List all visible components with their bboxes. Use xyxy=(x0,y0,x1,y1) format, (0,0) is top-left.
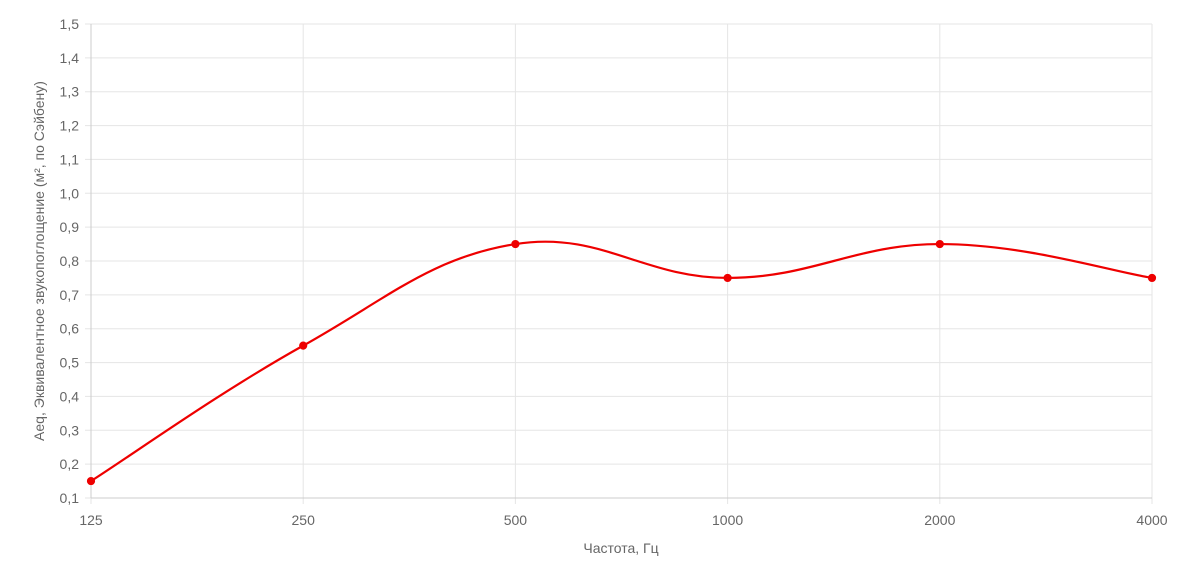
series-layer xyxy=(86,239,1157,486)
y-tick-label: 0,9 xyxy=(60,219,80,235)
x-tick-label: 4000 xyxy=(1136,512,1167,528)
x-tick-labels: 125 250 500 1000 2000 4000 xyxy=(79,512,1167,528)
y-tick-label: 0,8 xyxy=(60,253,80,269)
data-point xyxy=(935,239,944,249)
grid-lines xyxy=(85,23,1153,504)
x-tick-label: 125 xyxy=(79,512,103,528)
y-axis-title: Aeq, Эквивалентное звукопоглощение (м², … xyxy=(31,81,47,441)
y-tick-labels: 0,1 0,2 0,3 0,4 0,5 0,6 0,7 0,8 0,9 1,0 1,1 1,2 1,3 1… xyxy=(60,16,80,506)
y-tick-label: 0,4 xyxy=(60,388,80,404)
y-tick-label: 1,1 xyxy=(60,151,80,167)
data-point xyxy=(86,476,96,486)
y-tick-label: 1,4 xyxy=(60,50,80,66)
series-line xyxy=(90,240,1153,482)
y-tick-label: 0,1 xyxy=(60,490,80,506)
x-tick-label: 250 xyxy=(292,512,316,528)
y-tick-label: 1,3 xyxy=(60,84,80,100)
data-point xyxy=(723,273,732,283)
data-point xyxy=(1147,273,1157,283)
x-tick-label: 500 xyxy=(504,512,528,528)
y-tick-label: 0,6 xyxy=(60,321,80,337)
y-tick-label: 0,5 xyxy=(60,355,80,371)
y-tick-label: 0,2 xyxy=(60,456,80,472)
data-point xyxy=(511,239,520,249)
y-tick-label: 1,2 xyxy=(60,118,80,134)
y-tick-label: 1,5 xyxy=(60,16,80,32)
x-axis-title: Частота, Гц xyxy=(583,540,658,556)
data-point xyxy=(299,341,308,350)
y-tick-label: 0,7 xyxy=(60,287,80,303)
y-tick-label: 1,0 xyxy=(60,185,80,201)
y-tick-label: 0,3 xyxy=(60,422,80,438)
x-tick-label: 1000 xyxy=(712,512,743,528)
x-tick-label: 2000 xyxy=(924,512,955,528)
axes xyxy=(90,24,1152,499)
